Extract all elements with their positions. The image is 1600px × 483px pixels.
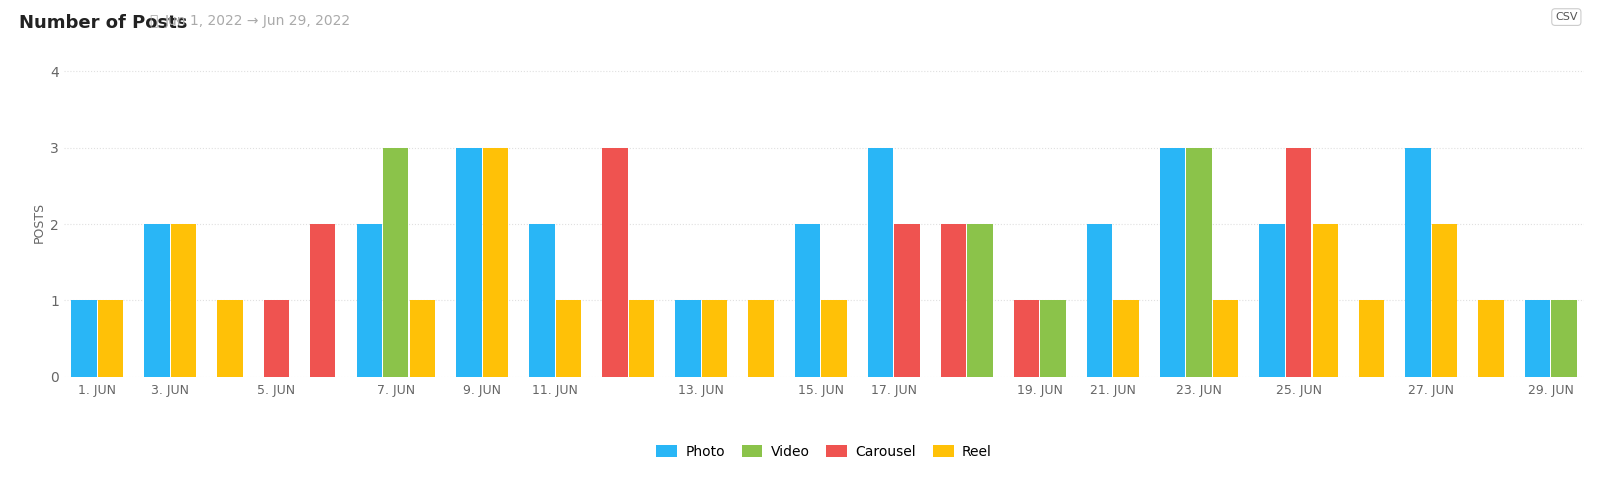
Bar xyxy=(1312,224,1338,377)
Bar xyxy=(941,224,966,377)
Bar xyxy=(98,300,123,377)
Text: CSV: CSV xyxy=(1555,12,1578,22)
Bar xyxy=(1552,300,1576,377)
Bar xyxy=(795,224,821,377)
Bar xyxy=(1086,224,1112,377)
Bar xyxy=(1213,300,1238,377)
Bar xyxy=(1432,224,1458,377)
Text: Number of Posts: Number of Posts xyxy=(19,14,187,32)
Bar xyxy=(821,300,846,377)
Text: ⓘ: ⓘ xyxy=(149,14,157,28)
Bar xyxy=(629,300,654,377)
Bar xyxy=(218,300,243,377)
Bar xyxy=(894,224,920,377)
Bar xyxy=(555,300,581,377)
Bar xyxy=(456,148,482,377)
Bar xyxy=(1259,224,1285,377)
Bar xyxy=(310,224,336,377)
Bar xyxy=(171,224,197,377)
Bar xyxy=(1160,148,1186,377)
Bar xyxy=(1187,148,1211,377)
Bar xyxy=(675,300,701,377)
Bar xyxy=(1405,148,1430,377)
Bar xyxy=(530,224,555,377)
Bar xyxy=(749,300,773,377)
Bar xyxy=(968,224,992,377)
Legend: Photo, Video, Carousel, Reel: Photo, Video, Carousel, Reel xyxy=(651,440,997,465)
Bar xyxy=(1525,300,1550,377)
Bar xyxy=(384,148,408,377)
Bar xyxy=(144,224,170,377)
Bar xyxy=(602,148,627,377)
Bar xyxy=(410,300,435,377)
Bar xyxy=(483,148,509,377)
Bar xyxy=(357,224,382,377)
Bar xyxy=(1286,148,1310,377)
Bar xyxy=(1478,300,1504,377)
Bar xyxy=(1014,300,1038,377)
Bar xyxy=(1040,300,1066,377)
Bar xyxy=(867,148,893,377)
Bar xyxy=(702,300,726,377)
Bar xyxy=(72,300,96,377)
Text: Jun 1, 2022 → Jun 29, 2022: Jun 1, 2022 → Jun 29, 2022 xyxy=(165,14,350,28)
Bar xyxy=(1114,300,1139,377)
Bar xyxy=(1358,300,1384,377)
Bar xyxy=(264,300,290,377)
Y-axis label: POSTS: POSTS xyxy=(32,201,46,243)
